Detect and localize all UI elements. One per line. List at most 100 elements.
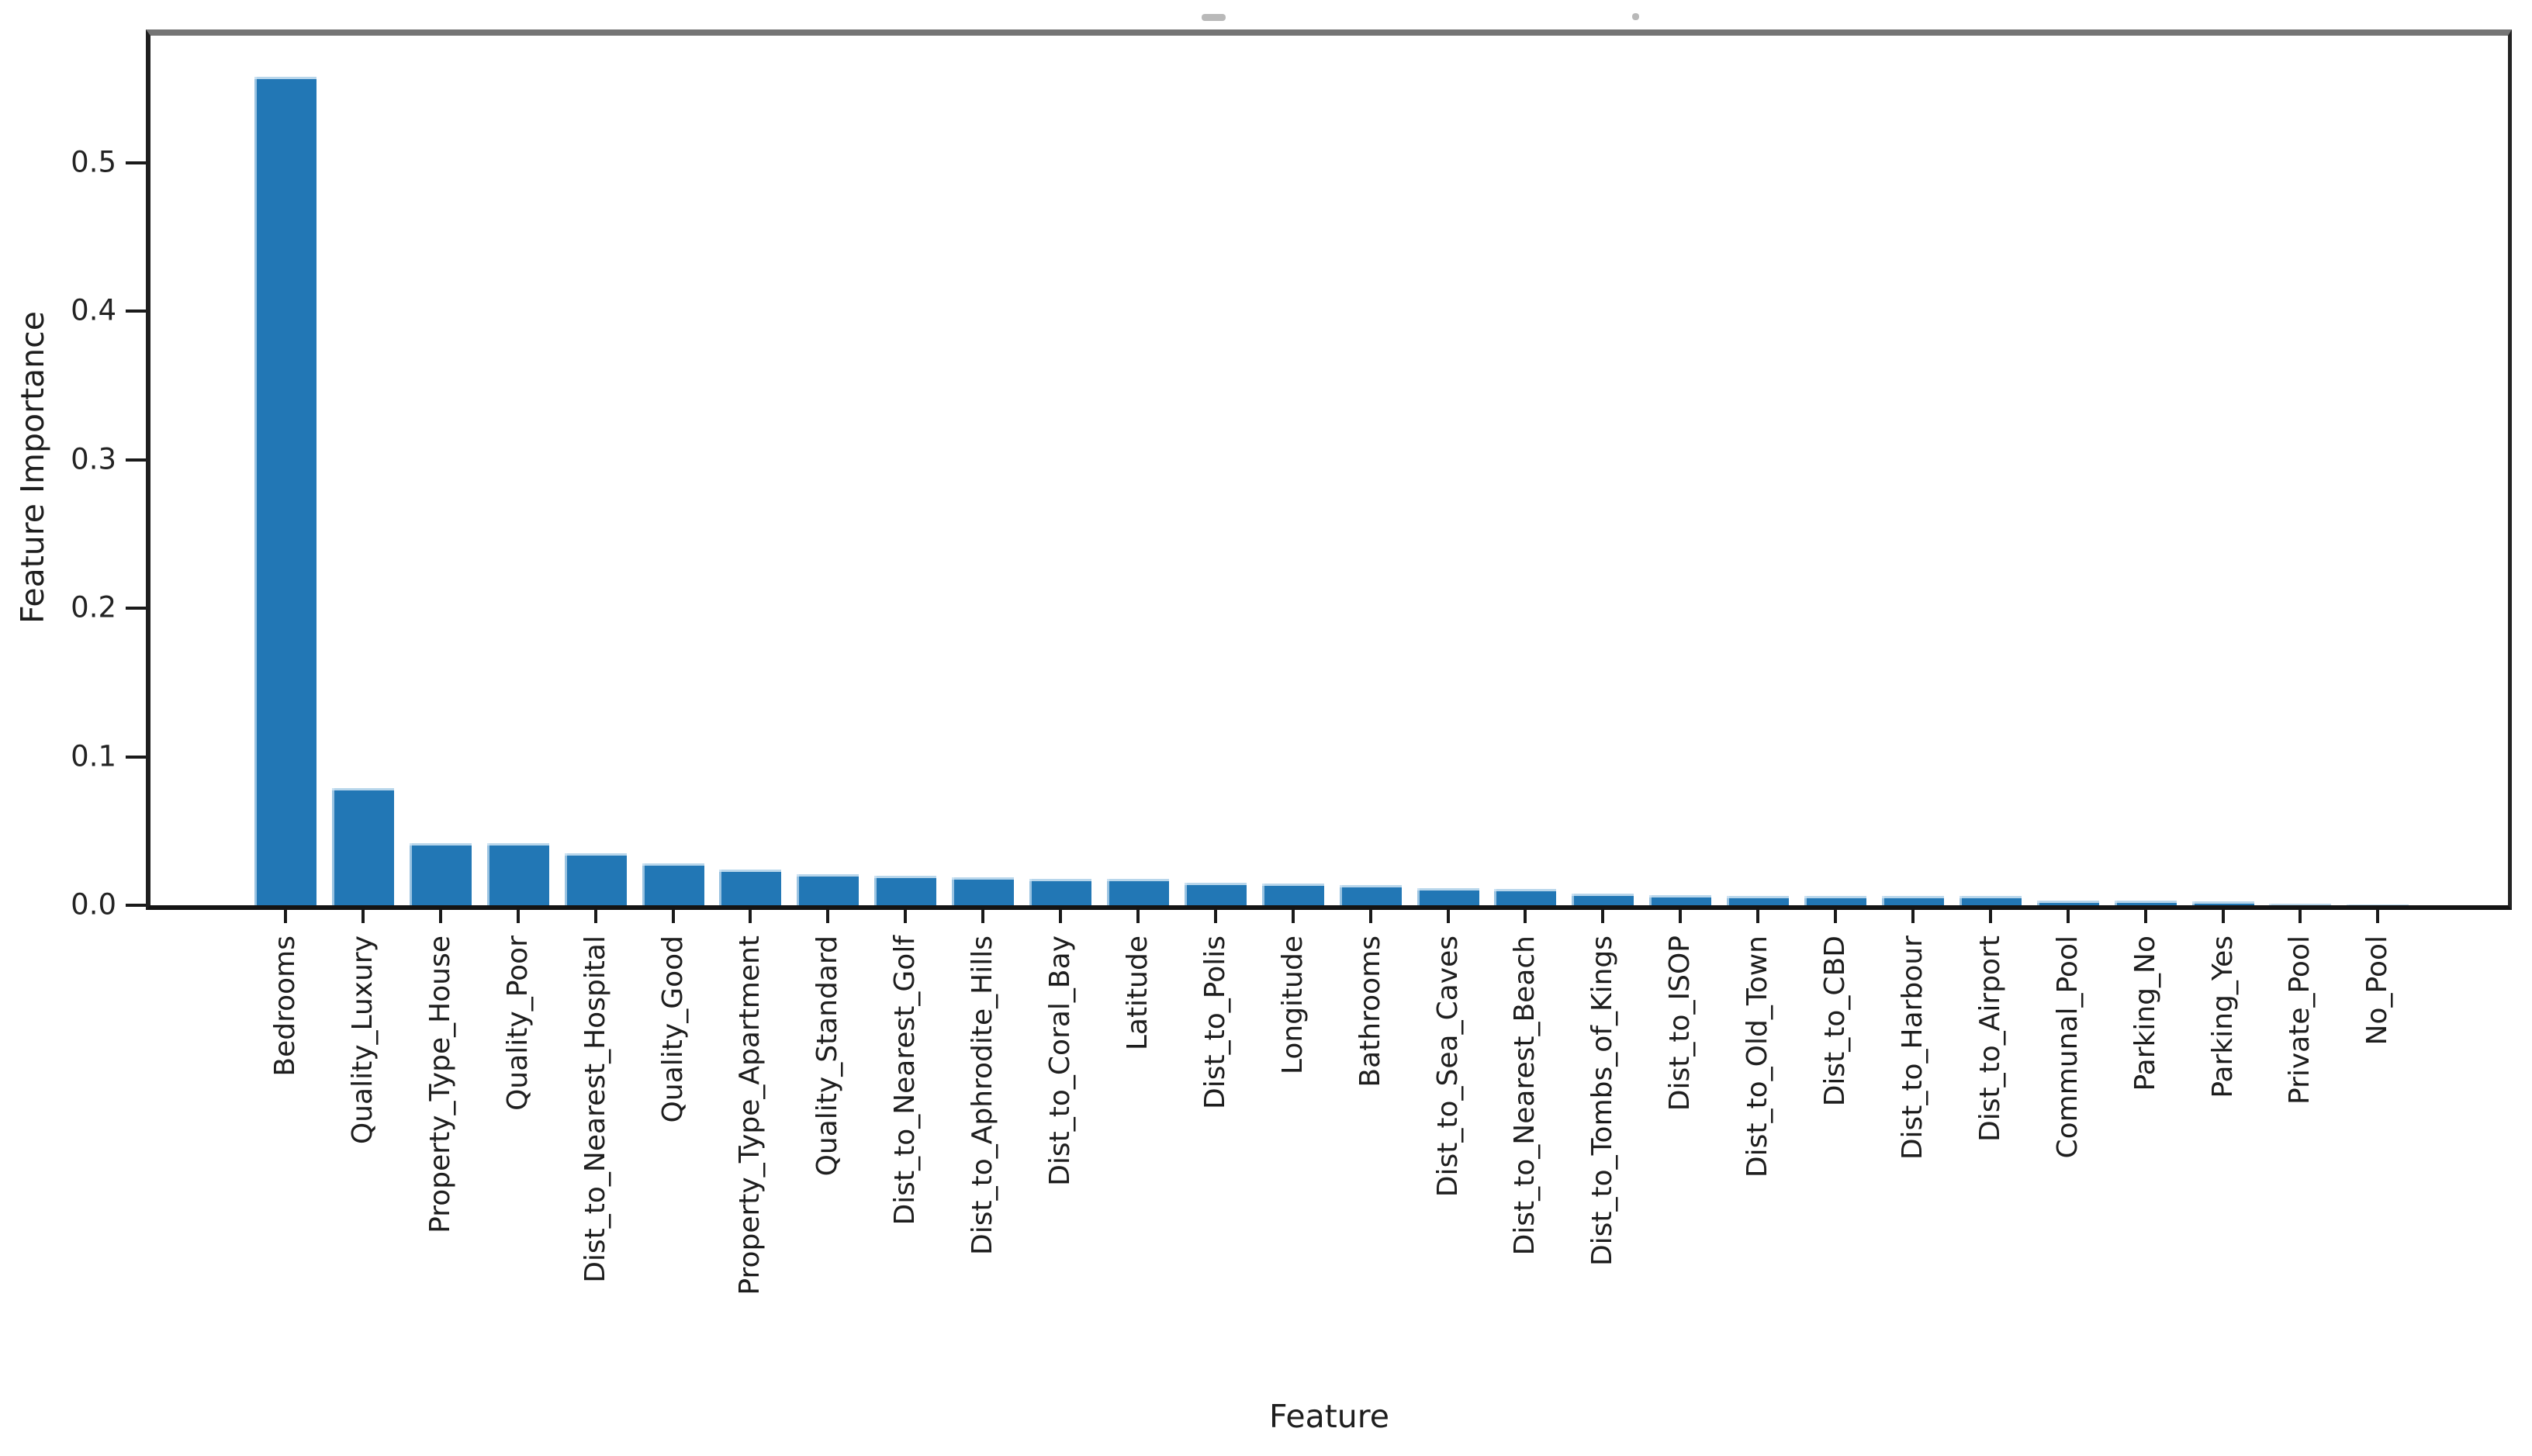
x-tick-mark [2222,909,2225,923]
x-tick-label: Dist_to_Polis [1199,936,1231,1109]
x-tick-label: Dist_to_Nearest_Beach [1509,936,1541,1256]
bar-Dist_to_Polis [1185,883,1247,905]
screenshot-artifact-mark [1632,13,1639,20]
x-axis-title: Feature [1269,1398,1389,1435]
x-tick-mark [826,909,829,923]
bar-Dist_to_Airport [1960,896,2022,905]
bar-Quality_Luxury [332,788,394,905]
bar-Dist_to_Aphrodite_Hills [952,877,1014,905]
bar-Communal_Pool [2037,901,2099,905]
y-tick-label: 0.2 [71,590,116,624]
x-tick-label: Dist_to_CBD [1819,936,1851,1107]
bar-Dist_to_Nearest_Beach [1494,889,1556,905]
x-tick-label: Dist_to_Nearest_Golf [889,936,921,1226]
x-tick-mark [594,909,597,923]
x-tick-label: Bathrooms [1354,936,1386,1088]
bar-Bathrooms [1340,885,1402,905]
x-tick-label: Quality_Poor [502,936,534,1111]
bar-Dist_to_Nearest_Hospital [565,853,627,905]
x-tick-label: Communal_Pool [2052,936,2084,1159]
bar-Dist_to_Tombs_of_Kings [1572,894,1634,905]
x-tick-mark [1834,909,1837,923]
y-tick-label: 0.5 [71,145,116,179]
bar-Quality_Standard [797,874,859,905]
screenshot-artifact-mark [1202,14,1226,21]
x-tick-mark [517,909,520,923]
x-tick-mark [2067,909,2070,923]
bar-Dist_to_CBD [1804,896,1866,905]
x-tick-mark [1447,909,1450,923]
y-tick-mark [126,310,146,313]
bar-No_Pool [2347,904,2409,905]
y-axis-title: Feature Importance [14,311,51,624]
x-tick-label: Dist_to_Nearest_Hospital [579,936,611,1283]
y-tick-mark [126,756,146,759]
x-tick-label: Latitude [1122,936,1154,1051]
x-tick-label: Dist_to_Aphrodite_Hills [967,936,998,1256]
x-tick-mark [1214,909,1217,923]
x-tick-label: Parking_No [2129,936,2161,1091]
y-tick-mark [126,161,146,164]
bar-Parking_No [2115,901,2177,905]
x-tick-mark [1601,909,1604,923]
x-tick-mark [439,909,442,923]
x-tick-mark [1524,909,1527,923]
x-tick-label: Dist_to_Tombs_of_Kings [1586,936,1618,1267]
y-tick-mark [126,904,146,907]
y-tick-mark [126,458,146,462]
y-tick-mark [126,607,146,610]
bar-Property_Type_Apartment [719,870,781,905]
bar-Dist_to_Harbour [1882,896,1944,905]
bar-Parking_Yes [2192,901,2254,905]
y-tick-label: 0.1 [71,739,116,773]
y-tick-label: 0.4 [71,293,116,327]
x-tick-mark [1989,909,1992,923]
x-tick-mark [1059,909,1062,923]
x-tick-label: Bedrooms [269,936,301,1077]
y-tick-label: 0.0 [71,887,116,922]
bar-Quality_Good [642,863,704,905]
x-tick-mark [2299,909,2302,923]
x-tick-mark [1369,909,1372,923]
bar-Dist_to_ISOP [1649,895,1711,905]
bar-Private_Pool [2269,904,2331,905]
x-tick-mark [904,909,907,923]
x-tick-mark [749,909,752,923]
bar-Dist_to_Old_Town [1727,896,1789,905]
bar-Longitude [1262,884,1324,905]
x-tick-mark [1911,909,1915,923]
x-tick-label: Dist_to_Old_Town [1742,936,1773,1178]
x-tick-mark [284,909,287,923]
x-tick-label: Quality_Good [657,936,689,1123]
x-tick-label: Dist_to_Coral_Bay [1044,936,1076,1186]
x-tick-label: Dist_to_Airport [1974,936,2006,1142]
bar-Quality_Poor [487,843,549,905]
x-tick-mark [1136,909,1140,923]
x-tick-mark [1756,909,1759,923]
x-tick-mark [672,909,675,923]
bar-Dist_to_Sea_Caves [1417,888,1479,905]
x-tick-mark [1292,909,1295,923]
x-tick-label: Longitude [1277,936,1309,1075]
bar-Dist_to_Nearest_Golf [874,876,936,905]
bar-Latitude [1107,879,1169,905]
bar-Property_Type_House [410,843,472,905]
x-tick-label: Private_Pool [2284,936,2316,1105]
x-tick-label: Quality_Luxury [347,936,379,1145]
x-tick-label: Dist_to_Harbour [1897,936,1928,1160]
x-tick-mark [981,909,984,923]
plot-area [146,29,2512,910]
x-tick-label: Dist_to_Sea_Caves [1432,936,1464,1198]
bar-Dist_to_Coral_Bay [1029,879,1091,905]
bars-layer [150,36,2508,905]
x-tick-mark [361,909,365,923]
x-tick-label: Property_Type_House [424,936,456,1233]
x-tick-mark [1679,909,1682,923]
y-tick-label: 0.3 [71,442,116,476]
x-tick-label: Dist_to_ISOP [1664,936,1696,1112]
x-tick-mark [2144,909,2147,923]
x-tick-label: Quality_Standard [811,936,843,1177]
x-tick-label: No_Pool [2361,936,2393,1046]
x-tick-label: Property_Type_Apartment [734,936,766,1295]
